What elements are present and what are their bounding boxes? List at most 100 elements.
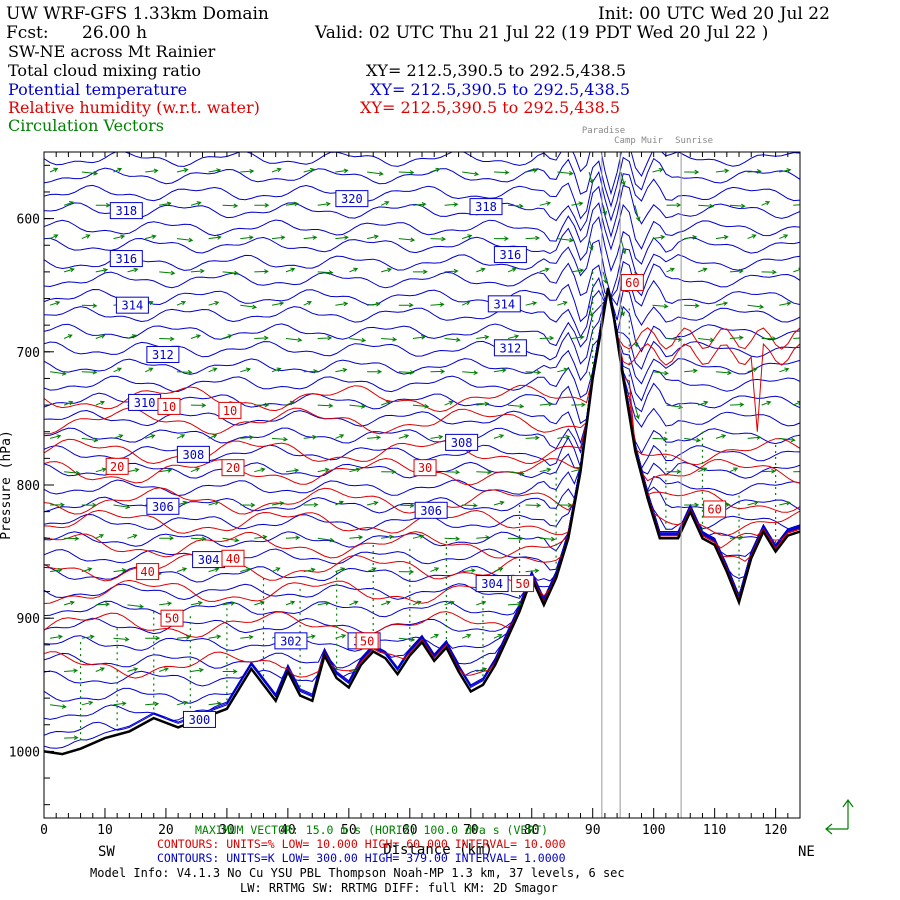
circulation-vector	[271, 567, 281, 573]
circulation-vector	[557, 237, 574, 243]
circulation-vector	[698, 203, 715, 209]
circulation-vector	[222, 270, 239, 276]
circulation-vector	[729, 335, 744, 341]
theta-contour-line	[44, 297, 800, 402]
circulation-vector	[240, 367, 251, 373]
circulation-vector	[366, 234, 379, 240]
y-tick-label: 800	[17, 479, 40, 494]
theta-label-box	[146, 497, 180, 515]
circulation-vector	[571, 201, 584, 206]
circulation-vector	[113, 701, 127, 707]
theta-label-box	[182, 710, 216, 728]
circulation-vector	[222, 669, 238, 674]
circulation-vector	[698, 467, 708, 473]
circulation-vector	[793, 267, 800, 273]
circulation-vector	[444, 469, 461, 475]
theta-contour-line	[44, 156, 800, 208]
circulation-vector	[684, 437, 701, 443]
theta-contour-line	[44, 215, 800, 273]
circulation-vector	[208, 235, 222, 240]
circulation-vector	[525, 568, 540, 574]
x-tick-label: 40	[280, 823, 296, 838]
circulation-vector	[430, 167, 441, 173]
circulation-vector	[208, 434, 218, 439]
circulation-vector	[684, 235, 698, 240]
circulation-vector	[779, 234, 789, 240]
circulation-vector	[81, 634, 95, 640]
circulation-vector	[620, 238, 627, 255]
circulation-vector	[381, 400, 391, 406]
circulation-vector	[398, 302, 414, 308]
circulation-vector	[779, 168, 792, 173]
circulation-vector	[729, 467, 739, 473]
circulation-vector	[64, 735, 79, 741]
circulation-vector	[557, 434, 571, 440]
circulation-vector	[349, 535, 364, 540]
circulation-vector	[113, 367, 122, 373]
circulation-vector	[557, 300, 568, 306]
circulation-vector	[684, 368, 698, 374]
circulation-vector	[507, 403, 525, 409]
init-time: Init: 00 UTC Wed 20 Jul 22	[598, 4, 830, 24]
plot-inner	[44, 152, 800, 818]
circulation-vector	[588, 171, 594, 184]
model-title: UW WRF-GFS 1.33km Domain	[6, 4, 269, 24]
rh-label: 20	[110, 460, 124, 474]
circulation-vector	[507, 267, 517, 273]
circulation-vector	[747, 435, 762, 440]
circulation-vector	[666, 202, 682, 208]
circulation-vector	[49, 300, 61, 306]
theta-contour-line	[44, 276, 800, 323]
circulation-vector	[412, 269, 428, 275]
circulation-vector	[747, 169, 762, 174]
circulation-vector	[493, 236, 509, 241]
circulation-vector	[145, 434, 156, 439]
circulation-vector	[367, 301, 381, 307]
circulation-vector	[335, 367, 348, 373]
circulation-vector	[113, 434, 124, 439]
circulation-vector	[430, 567, 440, 573]
circulation-vector	[113, 234, 126, 240]
rh-label: 60	[625, 276, 639, 290]
circulation-vector	[81, 502, 98, 508]
circulation-vector	[303, 167, 315, 173]
circulation-vector	[254, 600, 265, 606]
circulation-vector	[113, 636, 130, 642]
theta-label: 312	[152, 348, 174, 362]
circulation-vector	[698, 337, 715, 343]
circulation-vector	[127, 604, 145, 609]
circulation-vector	[525, 502, 542, 508]
circulation-vector	[602, 271, 608, 285]
circulation-vector	[684, 169, 700, 175]
circulation-vector	[462, 234, 473, 240]
circulation-vector	[335, 434, 345, 439]
circulation-vector	[63, 201, 74, 206]
circulation-vector	[715, 234, 729, 240]
fcst-value: 26.00 h	[82, 23, 147, 43]
circulation-vector	[176, 237, 194, 243]
theta-contour-line	[44, 297, 800, 749]
circulation-vector	[176, 369, 193, 375]
circulation-vector	[493, 170, 510, 175]
terrain-mask	[44, 287, 800, 818]
circulation-vector	[444, 202, 459, 207]
circulation-vector	[539, 335, 555, 341]
circulation-vector	[144, 367, 154, 373]
x-tick-label: 0	[40, 823, 48, 838]
circulation-vector	[398, 434, 410, 439]
circulation-vector	[779, 367, 790, 373]
field-vectors-name: Circulation Vectors	[8, 116, 164, 135]
circulation-vector	[50, 634, 63, 640]
circulation-vector	[412, 534, 425, 539]
x-tick-label: 60	[402, 823, 418, 838]
rh-label-box	[620, 274, 644, 292]
rh-label: 50	[515, 577, 529, 591]
circulation-vector	[113, 167, 123, 173]
circulation-vector	[113, 504, 131, 510]
model-info: Model Info: V4.1.3 No Cu YSU PBL Thompso…	[90, 866, 625, 880]
circulation-vector	[444, 337, 461, 343]
theta-label-box	[469, 198, 503, 216]
circulation-vector	[381, 267, 392, 273]
